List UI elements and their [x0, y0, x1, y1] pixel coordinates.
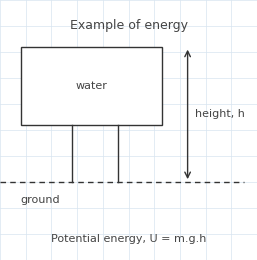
Text: Potential energy, U = m.g.h: Potential energy, U = m.g.h — [51, 234, 206, 244]
Bar — [21, 47, 162, 125]
Text: water: water — [75, 81, 107, 91]
Text: height, h: height, h — [195, 109, 245, 119]
Text: ground: ground — [21, 195, 60, 205]
Text: Example of energy: Example of energy — [69, 20, 188, 32]
